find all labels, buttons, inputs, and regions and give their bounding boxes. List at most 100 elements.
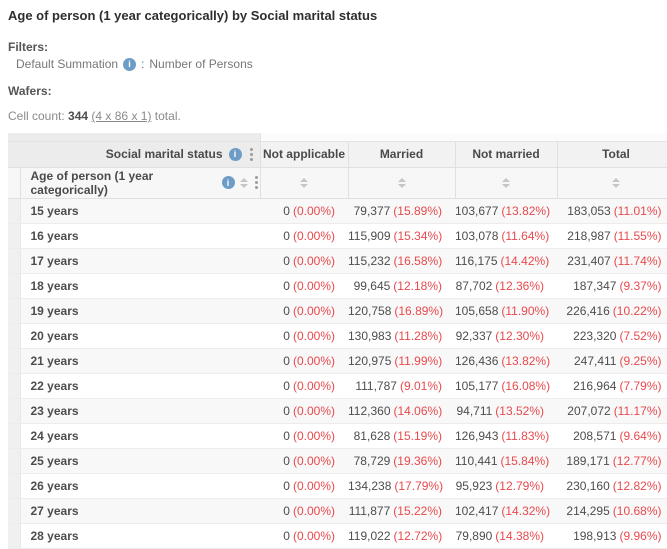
row-label: 20 years	[19, 323, 260, 349]
data-cell: 103,677 (13.82%)	[455, 198, 557, 224]
kebab-menu-icon[interactable]	[248, 147, 255, 162]
data-cell: 218,987 (11.55%)	[557, 223, 667, 249]
row-gutter	[8, 273, 20, 299]
cell-count-value-text: 94,711	[456, 403, 493, 418]
filter-separator: :	[141, 57, 145, 71]
info-icon[interactable]: i	[123, 58, 137, 71]
filter-value: Number of Persons	[149, 57, 253, 71]
data-cell: 79,890 (14.38%)	[455, 523, 557, 549]
cell-count-value-text: 0	[283, 503, 290, 518]
cell-percent-text: (19.36%)	[393, 453, 442, 468]
cell-percent-text: (0.00%)	[292, 353, 335, 368]
data-cell: 81,628 (15.19%)	[348, 423, 455, 449]
cell-count-value-text: 0	[283, 478, 290, 493]
data-cell: 0 (0.00%)	[260, 523, 348, 549]
cell-percent-text: (11.99%)	[394, 353, 443, 368]
cell-count-value-text: 183,053	[567, 203, 611, 218]
cell-count-value-text: 103,078	[455, 228, 499, 243]
cell-percent-text: (0.00%)	[292, 428, 335, 443]
data-cell: 216,964 (7.79%)	[557, 373, 667, 399]
cell-percent-text: (0.00%)	[292, 528, 335, 543]
cell-count-link[interactable]: (4 x 86 x 1)	[91, 109, 152, 123]
table-row: 28 years 0 (0.00%) 119,022 (12.72%) 79,890 (14…	[8, 523, 667, 549]
sort-cell	[454, 167, 557, 199]
cell-percent-text: (11.17%)	[613, 403, 662, 418]
cell-percent-text: (14.38%)	[495, 528, 544, 543]
column-header-not-applicable: Not applicable	[259, 141, 348, 168]
info-icon[interactable]: i	[221, 176, 235, 189]
cell-percent-text: (15.84%)	[500, 453, 550, 468]
row-gutter	[8, 523, 20, 549]
cell-count-label: Cell count:	[8, 109, 65, 123]
cell-percent-text: (0.00%)	[292, 478, 335, 493]
cell-percent-text: (0.00%)	[292, 203, 335, 218]
cell-count-value-text: 134,238	[348, 478, 392, 493]
table-row: 17 years 0 (0.00%) 115,232 (16.58%) 116,175 (1…	[8, 248, 667, 274]
cell-percent-text: (11.55%)	[613, 228, 662, 243]
cell-count-value-text: 0	[283, 253, 290, 268]
cell-count-value-text: 102,417	[455, 503, 499, 518]
info-icon[interactable]: i	[228, 147, 242, 161]
data-cell: 119,022 (12.72%)	[348, 523, 455, 549]
sort-icon[interactable]	[300, 178, 308, 189]
cell-percent-text: (11.90%)	[501, 303, 550, 318]
kebab-menu-icon[interactable]	[253, 175, 260, 190]
cell-percent-text: (13.52%)	[495, 403, 544, 418]
cell-percent-text: (12.79%)	[495, 478, 544, 493]
cell-count-value-text: 92,337	[455, 328, 493, 343]
data-cell: 94,711 (13.52%)	[455, 398, 557, 424]
data-cell: 0 (0.00%)	[260, 223, 348, 249]
cell-count-value-text: 79,377	[353, 203, 391, 218]
cell-percent-text: (15.19%)	[393, 428, 442, 443]
cell-percent-text: (16.08%)	[501, 378, 551, 393]
data-cell: 111,877 (15.22%)	[348, 498, 455, 524]
sort-icon[interactable]	[612, 178, 620, 189]
data-cell: 183,053 (11.01%)	[557, 198, 667, 224]
data-cell: 126,436 (13.82%)	[455, 348, 557, 374]
cell-percent-text: (0.00%)	[292, 278, 335, 293]
row-gutter	[8, 323, 20, 349]
cell-count-value-text: 120,975	[348, 353, 392, 368]
cell-count-value-text: 111,787	[355, 378, 397, 393]
cell-percent-text: (11.28%)	[394, 328, 443, 343]
data-cell: 187,347 (9.37%)	[557, 273, 667, 299]
data-cell: 0 (0.00%)	[260, 273, 348, 299]
data-table: Social marital status i Not applicable M…	[8, 133, 667, 549]
row-gutter	[8, 348, 20, 374]
sort-icon[interactable]	[239, 177, 248, 188]
cell-percent-text: (12.36%)	[495, 278, 544, 293]
strip-left	[8, 133, 260, 142]
data-cell: 120,975 (11.99%)	[348, 348, 455, 374]
cell-percent-text: (9.25%)	[619, 353, 662, 368]
row-group-header-row: Age of person (1 year categorically) i	[8, 167, 667, 199]
cell-percent-text: (13.82%)	[501, 203, 551, 218]
cell-percent-text: (13.82%)	[501, 353, 551, 368]
row-label: 23 years	[19, 398, 260, 424]
cell-count-value-text: 218,987	[567, 228, 611, 243]
cell-percent-text: (12.77%)	[612, 453, 662, 468]
data-cell: 105,658 (11.90%)	[455, 298, 557, 324]
row-gutter	[8, 373, 20, 399]
cell-count-value-text: 214,295	[566, 503, 610, 518]
cell-percent-text: (0.00%)	[292, 303, 335, 318]
data-cell: 99,645 (12.18%)	[348, 273, 455, 299]
data-cell: 0 (0.00%)	[260, 473, 348, 499]
data-cell: 230,160 (12.82%)	[557, 473, 667, 499]
data-cell: 0 (0.00%)	[260, 423, 348, 449]
cell-percent-text: (15.34%)	[393, 228, 443, 243]
column-header-not-married: Not married	[454, 141, 557, 168]
cell-count-value-text: 99,645	[353, 278, 391, 293]
cell-count-value-text: 105,658	[455, 303, 499, 318]
sort-icon[interactable]	[502, 178, 510, 189]
data-cell: 112,360 (14.06%)	[348, 398, 455, 424]
sort-icon[interactable]	[397, 178, 406, 189]
cell-count-value-text: 247,411	[573, 353, 617, 368]
data-cell: 207,072 (11.17%)	[557, 398, 667, 424]
cell-count-value-text: 0	[283, 378, 290, 393]
row-group-header-cell: Age of person (1 year categorically) i	[19, 167, 260, 199]
row-label: 17 years	[19, 248, 260, 274]
table-row: 24 years 0 (0.00%) 81,628 (15.19%) 126,943 (11…	[8, 423, 667, 449]
table-row: 20 years 0 (0.00%) 130,983 (11.28%) 92,337 (12…	[8, 323, 667, 349]
cell-count-value-text: 110,441	[455, 453, 498, 468]
